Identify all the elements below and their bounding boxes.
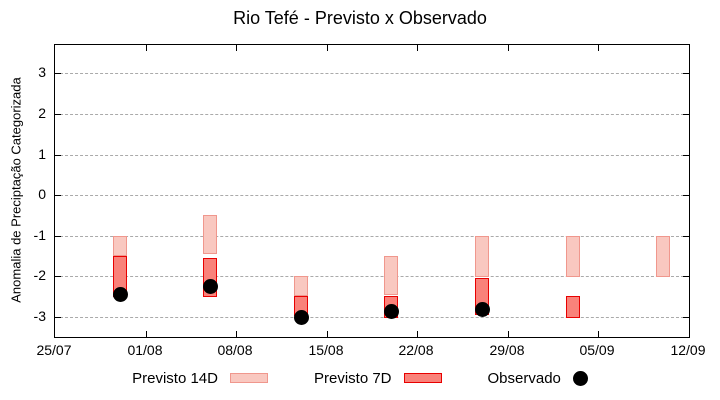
legend-label-previsto-7d: Previsto 7D (313, 369, 392, 387)
gridline-y-1 (55, 154, 689, 156)
gridline-y-3 (55, 72, 689, 74)
y-tick-left (55, 155, 61, 156)
legend-label-observado: Observado (487, 369, 561, 387)
x-tick-label: 25/07 (36, 342, 72, 358)
x-tick-top (508, 45, 509, 51)
legend-label-previsto-14d: Previsto 14D (132, 369, 218, 387)
observado-point-13/08 (293, 309, 309, 325)
gridline-y-2 (55, 113, 689, 115)
x-tick-label: 15/08 (308, 342, 344, 358)
x-tick-label: 22/08 (398, 342, 434, 358)
x-tick-label: 29/08 (489, 342, 525, 358)
bar-previsto-14d-03/09 (566, 236, 580, 277)
x-tick-bottom (327, 331, 328, 337)
x-tick-bottom (146, 331, 147, 337)
y-tick-label: 2 (38, 105, 46, 121)
x-tick-label: 12/09 (670, 342, 706, 358)
plot-area (54, 44, 690, 338)
observado-point-06/08 (202, 278, 218, 294)
y-tick-left (55, 73, 61, 74)
y-tick-left (55, 114, 61, 115)
y-tick-label: -1 (33, 227, 46, 243)
bar-previsto-14d-13/08 (294, 276, 308, 296)
chart-title: Rio Tefé - Previsto x Observado (233, 8, 487, 28)
x-tick-label: 05/09 (579, 342, 615, 358)
y-tick-label: 3 (38, 64, 46, 80)
bar-previsto-14d-30/07 (113, 236, 127, 256)
legend-item-previsto-14d: Previsto 14D (132, 370, 268, 387)
y-tick-label: -2 (33, 267, 46, 283)
y-tick-label: -3 (33, 308, 46, 324)
x-tick-bottom (417, 331, 418, 337)
bar-previsto-14d-20/08 (384, 256, 398, 295)
legend: Previsto 14D Previsto 7D Observado (0, 362, 720, 394)
y-tick-right (683, 195, 689, 196)
x-tick-top (598, 45, 599, 51)
gridline-y--2 (55, 275, 689, 277)
observado-dot-icon (572, 370, 588, 386)
bar-previsto-14d-10/09 (656, 236, 670, 277)
y-tick-label: 0 (38, 186, 46, 202)
observado-point-20/08 (383, 303, 399, 319)
y-tick-left (55, 195, 61, 196)
x-tick-bottom (598, 331, 599, 337)
x-tick-top (236, 45, 237, 51)
y-tick-left (55, 317, 61, 318)
previsto-7d-swatch-icon (403, 373, 442, 383)
y-tick-right (683, 276, 689, 277)
y-tick-left (55, 276, 61, 277)
observado-point-30/07 (112, 286, 128, 302)
y-tick-right (683, 114, 689, 115)
y-tick-right (683, 317, 689, 318)
y-tick-right (683, 155, 689, 156)
gridline-y--3 (55, 316, 689, 318)
x-tick-bottom (236, 331, 237, 337)
legend-item-previsto-7d: Previsto 7D (314, 370, 442, 387)
previsto-14d-swatch-icon (229, 373, 268, 383)
x-tick-label: 08/08 (217, 342, 253, 358)
bar-previsto-14d-06/08 (203, 215, 217, 254)
y-tick-right (683, 73, 689, 74)
x-tick-label: 01/08 (127, 342, 163, 358)
x-tick-top (327, 45, 328, 51)
y-tick-right (683, 236, 689, 237)
y-tick-label: 1 (38, 146, 46, 162)
x-tick-bottom (508, 331, 509, 337)
gridline-y-0 (55, 194, 689, 196)
bar-previsto-14d-27/08 (475, 236, 489, 277)
x-tick-top (417, 45, 418, 51)
y-tick-left (55, 236, 61, 237)
observado-point-27/08 (474, 301, 490, 317)
gridline-y--1 (55, 235, 689, 237)
legend-item-observado: Observado (488, 370, 588, 387)
x-tick-top (146, 45, 147, 51)
bar-previsto-7d-03/09 (566, 296, 580, 318)
